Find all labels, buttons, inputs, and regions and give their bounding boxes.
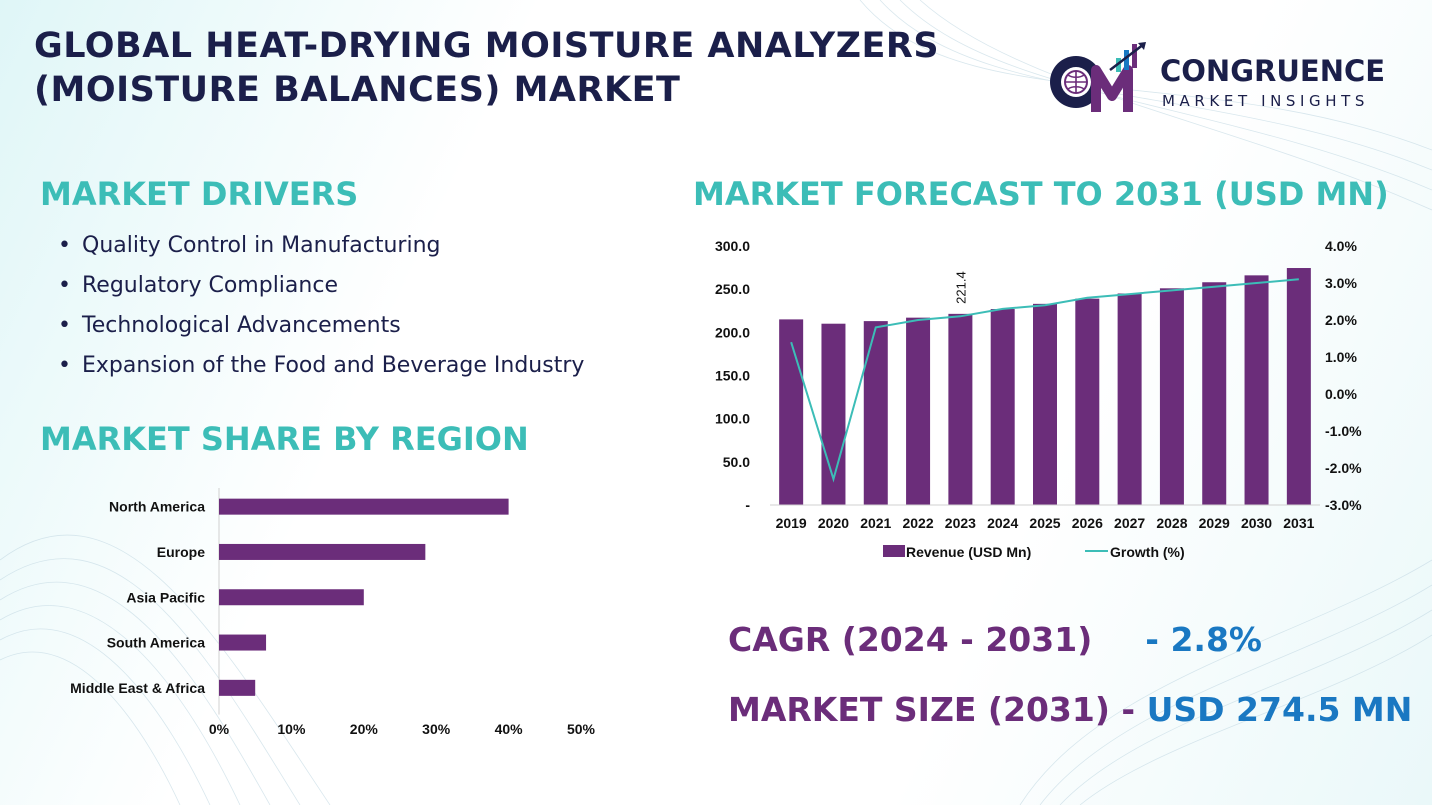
region-bar <box>219 589 364 606</box>
region-category-label: Europe <box>157 544 205 560</box>
region-bar <box>219 543 426 560</box>
driver-item-label: Technological Advancements <box>82 313 401 338</box>
x-tick-label: 2019 <box>776 515 807 531</box>
x-tick-label: 2023 <box>945 515 976 531</box>
bullet: • <box>58 313 71 338</box>
region-category-label: Middle East & Africa <box>70 680 205 696</box>
y-right-tick-label: 2.0% <box>1325 312 1357 328</box>
x-tick-label: 2025 <box>1029 515 1060 531</box>
y-left-tick-label: 50.0 <box>723 454 750 470</box>
bullet: • <box>58 233 71 258</box>
y-right-tick-label: 1.0% <box>1325 349 1357 365</box>
bullet: • <box>58 353 71 378</box>
driver-item: • Quality Control in Manufacturing <box>58 228 584 268</box>
region-category-label: North America <box>109 499 205 515</box>
revenue-bar <box>1075 298 1100 505</box>
logo-mark-icon <box>1050 42 1146 112</box>
x-tick-label: 2024 <box>987 515 1018 531</box>
revenue-bar <box>1244 275 1269 505</box>
page-title-line-2: (MOISTURE BALANCES) MARKET <box>34 70 681 110</box>
x-tick-label: 2031 <box>1283 515 1314 531</box>
revenue-bar <box>1202 282 1227 505</box>
x-tick-label: 40% <box>495 721 524 737</box>
driver-item-label: Expansion of the Food and Beverage Indus… <box>82 353 585 378</box>
logo-name: CONGRUENCE <box>1160 54 1386 88</box>
revenue-bar <box>1286 268 1311 505</box>
driver-item: • Technological Advancements <box>58 308 584 348</box>
y-left-tick-label: 150.0 <box>715 368 750 384</box>
driver-item-label: Quality Control in Manufacturing <box>82 233 441 258</box>
bar-data-label: 221.4 <box>953 271 968 304</box>
x-tick-label: 2021 <box>860 515 891 531</box>
revenue-bar <box>1117 293 1142 505</box>
region-bar <box>219 679 256 696</box>
region-category-label: South America <box>107 635 205 651</box>
market-forecast-heading: MARKET FORECAST TO 2031 (USD MN) <box>693 175 1389 213</box>
bullet: • <box>58 273 71 298</box>
company-logo: CONGRUENCE MARKET INSIGHTS <box>1044 40 1394 120</box>
y-right-tick-label: -3.0% <box>1325 497 1362 513</box>
driver-item: • Regulatory Compliance <box>58 268 584 308</box>
revenue-bar <box>990 309 1015 505</box>
legend-growth-label: Growth (%) <box>1110 544 1185 560</box>
x-tick-label: 2030 <box>1241 515 1272 531</box>
y-left-tick-label: 250.0 <box>715 281 750 297</box>
x-tick-label: 10% <box>277 721 306 737</box>
y-left-tick-label: 300.0 <box>715 238 750 254</box>
y-right-tick-label: 4.0% <box>1325 238 1357 254</box>
cagr-separator: - <box>1145 620 1171 659</box>
cagr-label: CAGR (2024 - 2031) <box>728 620 1093 659</box>
y-right-tick-label: -2.0% <box>1325 460 1362 476</box>
x-tick-label: 30% <box>422 721 451 737</box>
revenue-bar <box>1033 303 1057 505</box>
region-bar <box>219 634 267 651</box>
y-left-tick-label: 100.0 <box>715 411 750 427</box>
x-tick-label: 2027 <box>1114 515 1145 531</box>
y-right-tick-label: 3.0% <box>1325 275 1357 291</box>
x-tick-label: 0% <box>209 721 230 737</box>
growth-line <box>790 278 1299 483</box>
x-tick-label: 20% <box>350 721 379 737</box>
revenue-bar <box>906 317 931 505</box>
legend-revenue-swatch <box>883 545 905 557</box>
revenue-bar <box>779 319 804 505</box>
page-title: GLOBAL HEAT-DRYING MOISTURE ANALYZERS (M… <box>34 24 939 112</box>
market-size-value: USD 274.5 MN <box>1146 690 1413 729</box>
market-drivers-heading: MARKET DRIVERS <box>40 175 359 213</box>
region-bar <box>219 498 509 515</box>
market-drivers-list: • Quality Control in Manufacturing • Regul… <box>58 228 584 388</box>
legend-revenue-label: Revenue (USD Mn) <box>906 544 1031 560</box>
region-category-label: Asia Pacific <box>126 589 205 605</box>
market-forecast-chart: - 50.0 100.0 150.0 200.0 250.0 300.0 -3.0% -2.0%… <box>715 238 1362 560</box>
y-right-tick-label: 0.0% <box>1325 386 1357 402</box>
x-tick-label: 2029 <box>1199 515 1230 531</box>
driver-item-label: Regulatory Compliance <box>82 273 338 298</box>
market-size-label: MARKET SIZE (2031) <box>728 690 1110 729</box>
x-tick-label: 50% <box>567 721 596 737</box>
x-tick-label: 2022 <box>902 515 933 531</box>
logo-subtitle: MARKET INSIGHTS <box>1162 92 1370 110</box>
market-size-stat: MARKET SIZE (2031) - USD 274.5 MN <box>728 690 1412 729</box>
market-share-region-heading: MARKET SHARE BY REGION <box>40 420 529 458</box>
driver-item: • Expansion of the Food and Beverage Indu… <box>58 348 584 388</box>
revenue-bar <box>821 323 846 505</box>
page-title-line-1: GLOBAL HEAT-DRYING MOISTURE ANALYZERS <box>34 26 940 66</box>
cagr-value: 2.8% <box>1170 620 1262 659</box>
x-tick-label: 2020 <box>818 515 849 531</box>
x-tick-label: 2026 <box>1072 515 1103 531</box>
cagr-stat: CAGR (2024 - 2031) - 2.8% <box>728 620 1262 659</box>
x-tick-label: 2028 <box>1156 515 1187 531</box>
region-share-bar-chart: North America Europe Asia Pacific South Ame… <box>70 488 596 737</box>
revenue-bar <box>1159 288 1184 505</box>
market-size-separator: - <box>1109 690 1147 729</box>
revenue-bar <box>863 321 888 505</box>
revenue-bar <box>948 313 973 505</box>
y-right-tick-label: -1.0% <box>1325 423 1362 439</box>
y-left-tick-label: - <box>745 497 750 513</box>
y-left-tick-label: 200.0 <box>715 324 750 340</box>
